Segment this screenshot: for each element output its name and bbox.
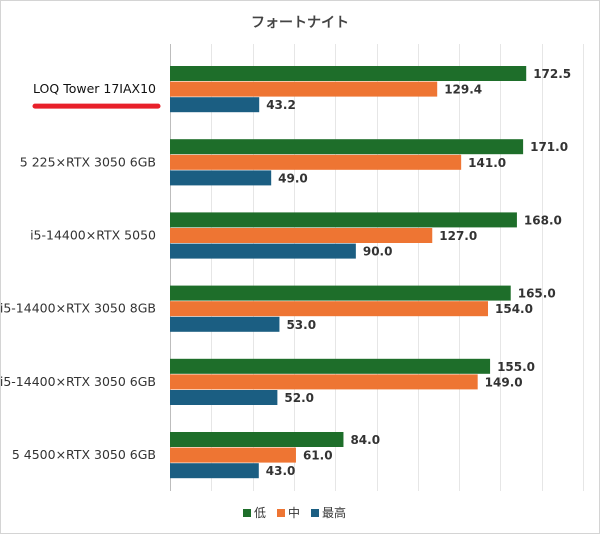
legend-swatch xyxy=(311,509,319,517)
category-label: LOQ Tower 17IAX10 xyxy=(33,81,156,96)
data-label: 172.5 xyxy=(533,67,571,81)
legend-label: 中 xyxy=(288,505,300,520)
data-label: 43.0 xyxy=(266,464,296,478)
data-label: 168.0 xyxy=(524,213,562,227)
data-label: 52.0 xyxy=(284,391,314,405)
bar xyxy=(170,374,478,390)
category-label: i5-14400×RTX 3050 6GB xyxy=(1,374,156,389)
data-label: 154.0 xyxy=(495,302,533,316)
bar xyxy=(170,66,527,81)
chart-title: フォートナイト xyxy=(251,15,349,31)
bar xyxy=(170,228,433,243)
bar xyxy=(170,139,524,155)
data-label: 90.0 xyxy=(363,245,393,259)
legend: 低 中 最高 xyxy=(243,505,346,520)
data-label: 155.0 xyxy=(497,360,535,374)
legend-label: 最高 xyxy=(322,505,346,520)
bar xyxy=(170,390,278,405)
legend-swatch xyxy=(243,509,251,517)
bar xyxy=(170,316,280,332)
bar xyxy=(170,358,491,374)
legend-swatch xyxy=(277,509,285,517)
category-label: i5-14400×RTX 5050 xyxy=(30,228,156,243)
bar xyxy=(170,81,438,97)
bar xyxy=(170,447,296,463)
bar xyxy=(170,285,511,301)
data-label: 149.0 xyxy=(485,375,523,389)
bars: 172.5 129.4 43.2 171.0 141.0 49.0 168.0 127.0 90… xyxy=(170,66,571,479)
data-label: 127.0 xyxy=(439,229,477,243)
bar xyxy=(170,212,517,228)
data-label: 61.0 xyxy=(303,449,333,463)
data-label: 165.0 xyxy=(518,287,556,301)
data-label: 49.0 xyxy=(278,171,308,185)
legend-label: 低 xyxy=(254,506,266,520)
category-label: i5-14400×RTX 3050 8GB xyxy=(1,301,156,316)
bar xyxy=(170,154,462,170)
data-label: 53.0 xyxy=(286,318,316,332)
data-label: 171.0 xyxy=(530,140,568,154)
bar xyxy=(170,432,344,447)
data-label: 129.4 xyxy=(444,83,482,97)
bar xyxy=(170,243,356,259)
category-labels: LOQ Tower 17IAX10 5 225×RTX 3050 6GB i5-14… xyxy=(1,81,161,462)
data-label: 84.0 xyxy=(350,433,380,447)
bar xyxy=(170,170,272,186)
data-label: 141.0 xyxy=(468,156,506,170)
bar xyxy=(170,97,260,113)
category-label: 5 4500×RTX 3050 6GB xyxy=(12,447,156,462)
category-label: 5 225×RTX 3050 6GB xyxy=(20,154,156,169)
bar xyxy=(170,301,489,317)
bar xyxy=(170,463,259,479)
data-label: 43.2 xyxy=(266,98,296,112)
grid-lines xyxy=(170,44,584,491)
